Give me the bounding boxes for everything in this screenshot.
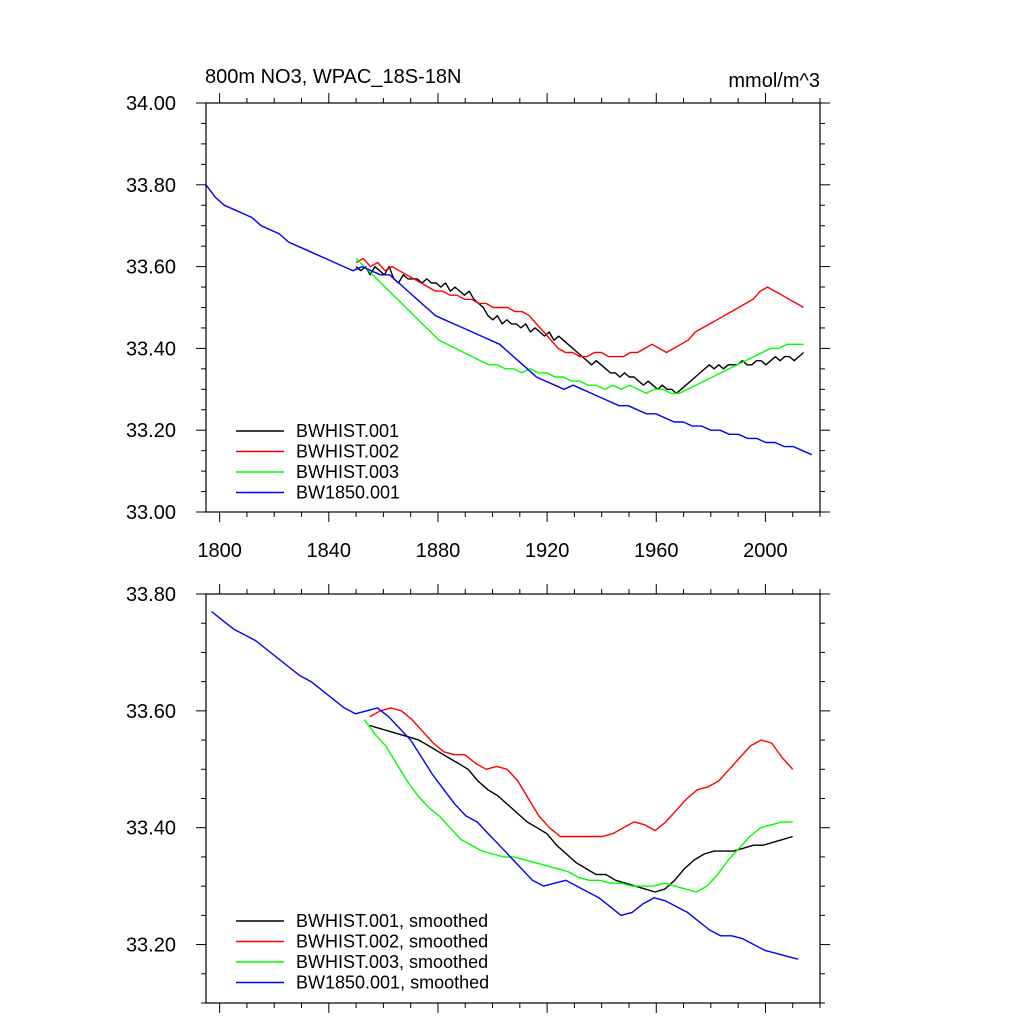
top-legend-label: BWHIST.002 — [296, 442, 399, 462]
bottom-y-tick-label: 33.40 — [126, 818, 176, 840]
bottom-series-4 — [211, 610, 799, 960]
bottom-y-tick-label: 33.60 — [126, 701, 176, 723]
top-ticks: 1800 1840 1880 1920 1960 2000 33.00 33.20 33.40 3… — [126, 93, 830, 562]
top-y-tick-label: 33.60 — [126, 257, 176, 279]
top-x-tick-label: 1880 — [416, 540, 461, 562]
top-y-tick-label: 33.00 — [126, 502, 176, 524]
bottom-legend-label: BWHIST.003, smoothed — [296, 952, 488, 972]
bottom-legend-label: BWHIST.002, smoothed — [296, 932, 488, 952]
bottom-series-group — [211, 610, 799, 960]
bottom-legend-label: BWHIST.001, smoothed — [296, 911, 488, 931]
bottom-series-1 — [369, 724, 793, 893]
bottom-legend-label: BW1850.001, smoothed — [296, 973, 489, 993]
top-series-4 — [205, 184, 813, 456]
top-y-tick-label: 34.00 — [126, 93, 176, 115]
bottom-y-tick-label: 33.80 — [126, 584, 176, 606]
bottom-y-tick-label: 33.20 — [126, 935, 176, 957]
top-x-tick-label: 1920 — [525, 540, 570, 562]
top-x-tick-label: 1800 — [197, 540, 242, 562]
top-x-tick-label: 2000 — [743, 540, 788, 562]
top-legend-label: BWHIST.003 — [296, 462, 399, 482]
chart-title: 800m NO3, WPAC_18S-18N — [205, 66, 461, 88]
bottom-series-2 — [369, 707, 794, 838]
bottom-panel: 33.20 33.40 33.60 33.80 BWHIST.001, smoothe… — [126, 584, 830, 1013]
top-y-tick-label: 33.20 — [126, 420, 176, 442]
top-y-tick-label: 33.40 — [126, 338, 176, 360]
top-series-3 — [355, 257, 804, 395]
bottom-ticks: 33.20 33.40 33.60 33.80 — [126, 584, 830, 1013]
top-legend-label: BW1850.001 — [296, 483, 400, 503]
top-y-tick-label: 33.80 — [126, 175, 176, 197]
top-series-1 — [355, 265, 805, 395]
units-label: mmol/m^3 — [728, 70, 820, 92]
top-x-tick-label: 1840 — [307, 540, 352, 562]
top-x-tick-label: 1960 — [634, 540, 679, 562]
top-legend-label: BWHIST.001 — [296, 421, 399, 441]
top-series-2 — [355, 257, 804, 358]
top-series-group — [205, 184, 813, 456]
bottom-series-3 — [363, 719, 793, 893]
top-panel: 800m NO3, WPAC_18S-18N mmol/m^3 1800 1840… — [126, 66, 830, 562]
